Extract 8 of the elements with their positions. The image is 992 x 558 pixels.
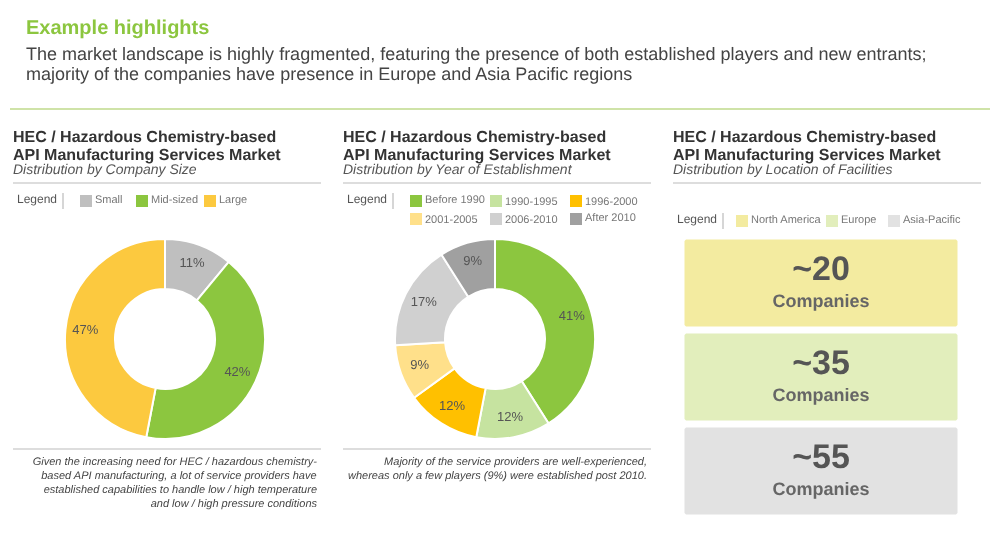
chart-title: HEC / Hazardous Chemistry-based API Manufacturing Services Market <box>13 128 282 164</box>
text: ~35 Companies <box>772 344 870 405</box>
text: HEC / Hazardous Chemistry-based API Manufacturing Services Market <box>673 128 942 164</box>
chart-title: HEC / Hazardous Chemistry-based API Manufacturing Services Market <box>343 128 612 164</box>
text: ~20 Companies <box>772 250 870 311</box>
text: The market landscape is highly fragmented, featuring the presence of both established players and new entrants; majority of the companies have presence in Europe and Asia Pacific regions <box>26 44 929 85</box>
text: Example highlights <box>26 16 212 44</box>
text: ~55 Companies <box>772 438 870 499</box>
